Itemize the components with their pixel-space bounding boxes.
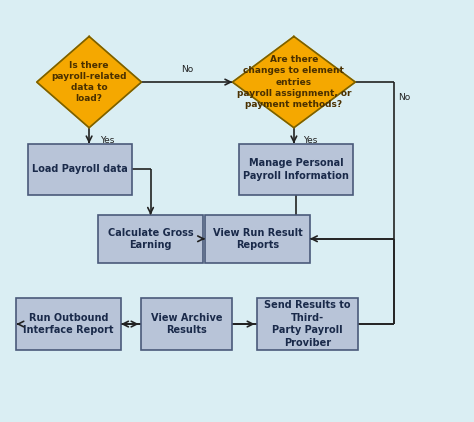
Text: Yes: Yes: [303, 135, 318, 145]
Text: No: No: [399, 93, 411, 103]
Text: No: No: [181, 65, 193, 74]
FancyBboxPatch shape: [16, 298, 121, 350]
Text: View Run Result
Reports: View Run Result Reports: [213, 227, 302, 250]
Polygon shape: [37, 36, 141, 128]
FancyBboxPatch shape: [205, 215, 310, 262]
Text: Are there
changes to element
entries
payroll assignment, or
payment methods?: Are there changes to element entries pay…: [237, 55, 351, 109]
Text: View Archive
Results: View Archive Results: [151, 313, 223, 335]
Text: Load Payroll data: Load Payroll data: [32, 164, 128, 174]
Text: Calculate Gross
Earning: Calculate Gross Earning: [108, 227, 193, 250]
FancyBboxPatch shape: [257, 298, 357, 350]
Text: Is there
payroll-related
data to
load?: Is there payroll-related data to load?: [51, 61, 127, 103]
Text: Manage Personal
Payroll Information: Manage Personal Payroll Information: [243, 158, 349, 181]
FancyBboxPatch shape: [27, 143, 132, 195]
Polygon shape: [232, 36, 356, 128]
Text: Run Outbound
Interface Report: Run Outbound Interface Report: [23, 313, 114, 335]
Text: Yes: Yes: [100, 135, 115, 145]
Text: Send Results to
Third-
Party Payroll
Proviber: Send Results to Third- Party Payroll Pro…: [264, 300, 351, 348]
FancyBboxPatch shape: [98, 215, 203, 262]
FancyBboxPatch shape: [141, 298, 232, 350]
FancyBboxPatch shape: [239, 143, 353, 195]
